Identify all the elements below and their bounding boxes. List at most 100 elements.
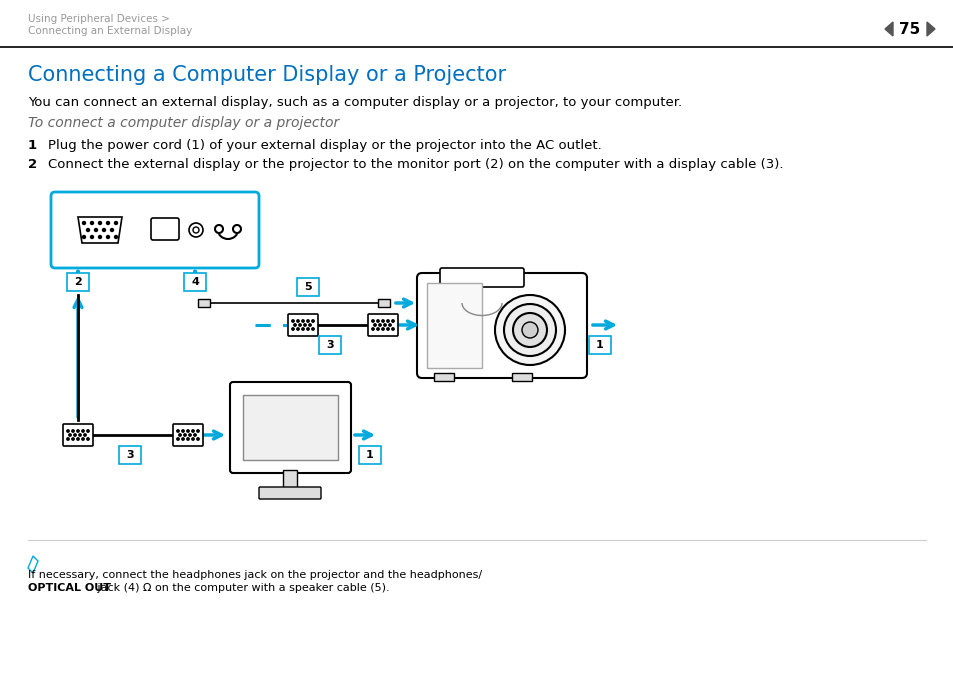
Circle shape [91, 235, 93, 239]
Circle shape [374, 324, 375, 326]
Bar [377, 299, 390, 307]
Circle shape [69, 434, 71, 436]
Circle shape [107, 222, 110, 224]
Circle shape [98, 235, 101, 239]
FancyBboxPatch shape [51, 192, 258, 268]
Circle shape [389, 324, 391, 326]
Circle shape [503, 304, 556, 356]
FancyBboxPatch shape [63, 424, 92, 446]
Circle shape [176, 438, 179, 440]
Text: Connecting an External Display: Connecting an External Display [28, 26, 193, 36]
Circle shape [513, 313, 546, 347]
Circle shape [214, 225, 223, 233]
FancyBboxPatch shape [416, 273, 586, 378]
FancyBboxPatch shape [288, 314, 317, 336]
Circle shape [298, 324, 301, 326]
FancyBboxPatch shape [588, 336, 610, 354]
Circle shape [381, 328, 384, 330]
Text: 3: 3 [126, 450, 133, 460]
Circle shape [292, 319, 294, 322]
Circle shape [378, 324, 381, 326]
Circle shape [71, 438, 74, 440]
Circle shape [192, 430, 194, 432]
Bar [198, 299, 210, 307]
Text: 4: 4 [191, 277, 199, 287]
Circle shape [67, 430, 70, 432]
Circle shape [73, 434, 76, 436]
Circle shape [301, 319, 304, 322]
Text: 2: 2 [28, 158, 37, 171]
Text: OPTICAL OUT: OPTICAL OUT [28, 583, 111, 593]
Circle shape [307, 319, 309, 322]
Text: Connect the external display or the projector to the monitor port (2) on the com: Connect the external display or the proj… [48, 158, 782, 171]
FancyBboxPatch shape [368, 314, 397, 336]
FancyBboxPatch shape [439, 268, 523, 287]
Polygon shape [926, 22, 934, 36]
Circle shape [381, 319, 384, 322]
Circle shape [383, 324, 386, 326]
Circle shape [376, 328, 378, 330]
Bar [512, 373, 532, 381]
FancyBboxPatch shape [230, 382, 351, 473]
Circle shape [98, 222, 101, 224]
Circle shape [196, 430, 199, 432]
Text: 2: 2 [74, 277, 82, 287]
Circle shape [84, 434, 86, 436]
Circle shape [184, 434, 186, 436]
Circle shape [312, 319, 314, 322]
Circle shape [182, 438, 184, 440]
Circle shape [187, 438, 189, 440]
FancyBboxPatch shape [67, 273, 89, 291]
Circle shape [87, 430, 90, 432]
Text: 3: 3 [326, 340, 334, 350]
Text: jack (4) Ω on the computer with a speaker cable (5).: jack (4) Ω on the computer with a speake… [94, 583, 389, 593]
Polygon shape [884, 22, 892, 36]
Circle shape [79, 434, 81, 436]
Text: To connect a computer display or a projector: To connect a computer display or a proje… [28, 116, 339, 130]
Circle shape [82, 222, 86, 224]
Circle shape [107, 235, 110, 239]
Circle shape [521, 322, 537, 338]
Circle shape [372, 328, 374, 330]
Circle shape [292, 328, 294, 330]
Circle shape [189, 223, 203, 237]
Bar [427, 283, 481, 368]
Circle shape [309, 324, 311, 326]
Text: If necessary, connect the headphones jack on the projector and the headphones/: If necessary, connect the headphones jac… [28, 570, 481, 580]
Circle shape [193, 227, 199, 233]
Circle shape [71, 430, 74, 432]
FancyBboxPatch shape [172, 424, 203, 446]
Circle shape [296, 328, 299, 330]
Text: 1: 1 [596, 340, 603, 350]
Circle shape [307, 328, 309, 330]
Text: 1: 1 [28, 139, 37, 152]
Circle shape [77, 438, 79, 440]
Circle shape [91, 222, 93, 224]
Circle shape [376, 319, 378, 322]
FancyBboxPatch shape [184, 273, 206, 291]
Circle shape [386, 328, 389, 330]
Circle shape [312, 328, 314, 330]
Circle shape [87, 438, 90, 440]
FancyBboxPatch shape [318, 336, 340, 354]
Bar [434, 373, 454, 381]
Text: You can connect an external display, such as a computer display or a projector, : You can connect an external display, suc… [28, 96, 681, 109]
Circle shape [296, 319, 299, 322]
Circle shape [82, 235, 86, 239]
FancyBboxPatch shape [258, 487, 320, 499]
Circle shape [193, 434, 196, 436]
Circle shape [192, 438, 194, 440]
Circle shape [77, 430, 79, 432]
FancyBboxPatch shape [358, 446, 380, 464]
Circle shape [392, 328, 394, 330]
Circle shape [372, 319, 374, 322]
Text: 1: 1 [366, 450, 374, 460]
Circle shape [196, 438, 199, 440]
Text: Connecting a Computer Display or a Projector: Connecting a Computer Display or a Proje… [28, 65, 506, 85]
Circle shape [176, 430, 179, 432]
Circle shape [233, 225, 241, 233]
Circle shape [67, 438, 70, 440]
Circle shape [294, 324, 295, 326]
Circle shape [495, 295, 564, 365]
Circle shape [111, 228, 113, 231]
